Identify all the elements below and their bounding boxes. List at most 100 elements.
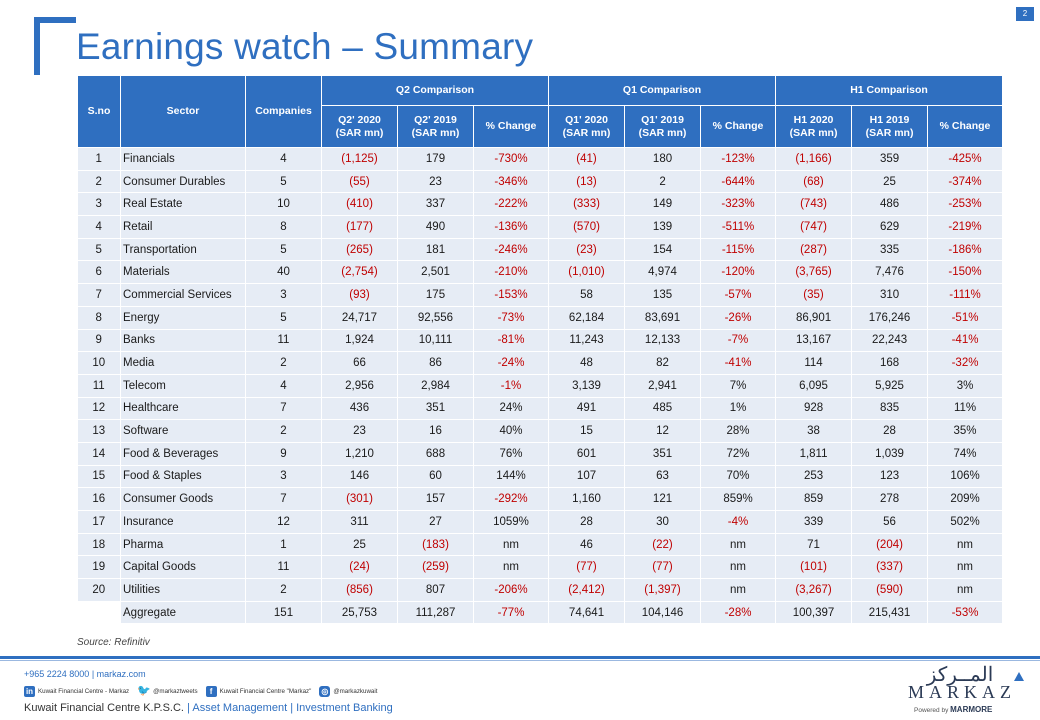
value-cell: nm — [473, 555, 550, 580]
powered-by-label: Powered by — [914, 707, 949, 714]
value-cell: 154 — [624, 238, 702, 262]
social-label[interactable]: Kuwait Financial Centre - Markaz — [38, 687, 130, 695]
row-number: 18 — [77, 533, 121, 557]
value-cell: -120% — [700, 260, 777, 285]
table-row: 14 Food & Beverages 9 1,210 688 76% 601 351 72% 1… — [77, 442, 1004, 466]
value-cell: 74,641 — [548, 601, 626, 625]
value-cell: -644% — [700, 170, 777, 194]
row-number: 13 — [77, 419, 121, 443]
facebook-icon[interactable]: f — [205, 685, 217, 697]
value-cell: 339 — [775, 510, 853, 534]
table-row: 2 Consumer Durables 5 (55) 23 -346% (13) 2 -644%… — [77, 170, 1004, 194]
value-cell: 71 — [775, 533, 853, 557]
value-cell: 114 — [775, 351, 853, 375]
row-number: 15 — [77, 465, 121, 489]
row-number: 19 — [77, 555, 121, 580]
value-cell: nm — [927, 533, 1004, 557]
value-cell: 60 — [397, 465, 474, 489]
sector-name: Real Estate — [120, 192, 246, 217]
header-subcol: % Change — [927, 105, 1004, 148]
value-cell: 835 — [851, 397, 929, 421]
row-number: 4 — [77, 215, 121, 239]
value-cell: -346% — [473, 170, 550, 194]
asset-management-link[interactable]: Asset Management — [192, 702, 288, 714]
value-cell: 24% — [473, 397, 550, 421]
contact-info[interactable]: +965 2224 8000 | markaz.com — [24, 669, 146, 679]
company-count: 2 — [245, 419, 322, 443]
table-row: 5 Transportation 5 (265) 181 -246% (23) 154 -115… — [77, 238, 1004, 262]
value-cell: 310 — [851, 283, 929, 307]
value-cell: 1,924 — [321, 329, 398, 353]
value-cell: -150% — [927, 260, 1004, 285]
sector-name: Telecom — [120, 374, 246, 398]
twitter-icon[interactable]: 🐦 — [137, 684, 151, 697]
value-cell: nm — [700, 555, 777, 580]
value-cell: 6,095 — [775, 374, 853, 398]
table-row: 16 Consumer Goods 7 (301) 157 -292% 1,160 121 85… — [77, 487, 1004, 511]
value-cell: -186% — [927, 238, 1004, 262]
value-cell: 13,167 — [775, 329, 853, 353]
value-cell: 46 — [548, 533, 626, 557]
company-count: 3 — [245, 283, 322, 307]
title-corner-decoration — [34, 17, 76, 75]
instagram-icon[interactable]: ◎ — [319, 685, 331, 697]
value-cell: -77% — [473, 601, 550, 625]
logo-name: MARKAZ — [907, 682, 1016, 702]
value-cell: (77) — [624, 555, 702, 580]
table-row: 13 Software 2 23 16 40% 15 12 28% 38 28 35% — [77, 419, 1004, 443]
value-cell: 351 — [397, 397, 474, 421]
row-number: 7 — [77, 283, 121, 307]
value-cell: 278 — [851, 487, 929, 511]
value-cell: 688 — [397, 442, 474, 466]
social-label[interactable]: @markazkuwait — [333, 687, 378, 695]
value-cell: 485 — [624, 397, 702, 421]
social-label[interactable]: @markaztweets — [153, 687, 198, 695]
value-cell: nm — [473, 533, 550, 557]
value-cell: 1,160 — [548, 487, 626, 511]
linkedin-icon[interactable]: in — [24, 685, 35, 697]
value-cell: 601 — [548, 442, 626, 466]
value-cell: 62,184 — [548, 306, 626, 330]
value-cell: 123 — [851, 465, 929, 489]
row-number: 2 — [77, 170, 121, 194]
value-cell: -32% — [927, 351, 1004, 375]
value-cell: 1,210 — [321, 442, 398, 466]
value-cell: 181 — [397, 238, 474, 262]
value-cell: 335 — [851, 238, 929, 262]
earnings-table-container: S.no Sector Companies Q2 Comparison Q1 C… — [77, 75, 1004, 625]
value-cell: -1% — [473, 374, 550, 398]
value-cell: 63 — [624, 465, 702, 489]
value-cell: 23 — [397, 170, 474, 194]
value-cell: 58 — [548, 283, 626, 307]
value-cell: (68) — [775, 170, 853, 194]
company-divider: | — [187, 702, 190, 714]
value-cell: 23 — [321, 419, 398, 443]
header-subcol: Q1' 2020 (SAR mn) — [548, 105, 626, 148]
value-cell: 2,941 — [624, 374, 702, 398]
value-cell: -206% — [473, 578, 550, 602]
row-number: 8 — [77, 306, 121, 330]
value-cell: (333) — [548, 192, 626, 217]
value-cell: 121 — [624, 487, 702, 511]
value-cell: 38 — [775, 419, 853, 443]
row-number: 9 — [77, 329, 121, 353]
value-cell: (1,125) — [321, 147, 398, 171]
investment-banking-link[interactable]: Investment Banking — [296, 702, 393, 714]
sector-name: Banks — [120, 329, 246, 353]
value-cell: 16 — [397, 419, 474, 443]
value-cell: -374% — [927, 170, 1004, 194]
value-cell: (590) — [851, 578, 929, 602]
value-cell: -730% — [473, 147, 550, 171]
value-cell: 253 — [775, 465, 853, 489]
sector-name: Food & Beverages — [120, 442, 246, 466]
value-cell: 1,811 — [775, 442, 853, 466]
row-number: 1 — [77, 147, 121, 171]
value-cell: -292% — [473, 487, 550, 511]
sector-name: Financials — [120, 147, 246, 171]
value-cell: (41) — [548, 147, 626, 171]
social-label[interactable]: Kuwait Financial Centre "Markaz" — [219, 687, 312, 695]
value-cell: 215,431 — [851, 601, 929, 625]
value-cell: -210% — [473, 260, 550, 285]
value-cell: 351 — [624, 442, 702, 466]
value-cell: 1% — [700, 397, 777, 421]
